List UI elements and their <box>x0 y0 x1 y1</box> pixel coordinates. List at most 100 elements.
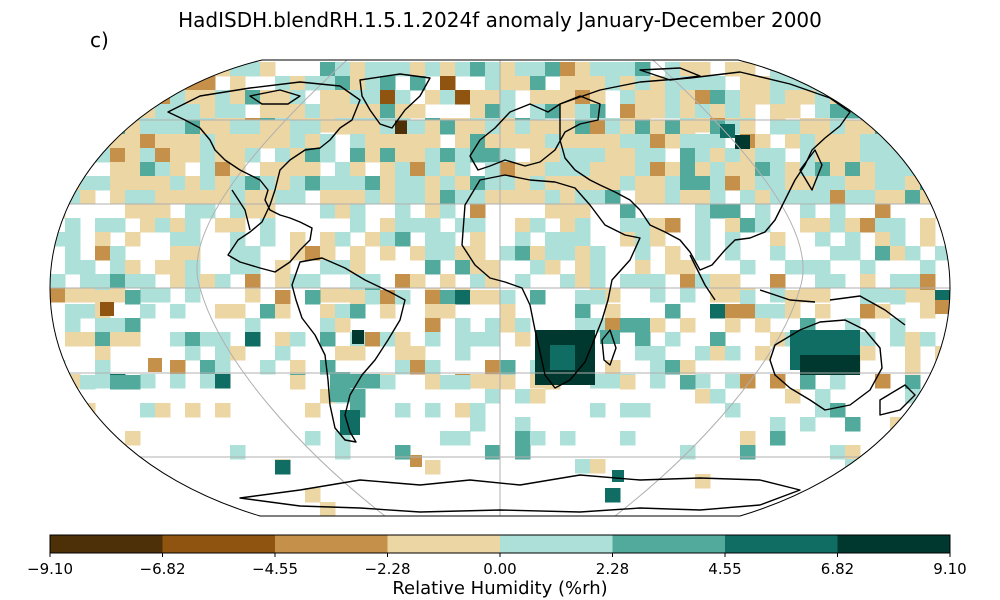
anomaly-cell <box>305 274 321 289</box>
anomaly-cell <box>200 190 216 205</box>
anomaly-cell <box>200 62 216 77</box>
anomaly-cell <box>770 232 786 247</box>
anomaly-cell <box>635 190 651 205</box>
anomaly-cell <box>875 76 891 91</box>
anomaly-cell <box>110 104 126 119</box>
anomaly-cell <box>890 290 906 305</box>
anomaly-cell <box>485 148 501 163</box>
anomaly-cell <box>260 304 276 319</box>
anomaly-cell <box>320 502 336 516</box>
anomaly-cell <box>725 274 741 289</box>
anomaly-cell <box>530 162 546 177</box>
anomaly-cell <box>590 120 606 135</box>
colorbar-tick-label: −6.82 <box>140 560 186 578</box>
anomaly-cell <box>695 176 711 191</box>
anomaly-cell <box>620 274 636 289</box>
anomaly-cell <box>800 417 816 432</box>
anomaly-cell <box>365 62 381 77</box>
anomaly-cell <box>785 120 801 135</box>
anomaly-cell <box>125 176 141 191</box>
anomaly-cell <box>50 134 66 149</box>
anomaly-cell <box>80 62 96 77</box>
anomaly-cell <box>455 431 471 446</box>
anomaly-cell <box>470 374 486 389</box>
anomaly-cell <box>290 120 306 135</box>
anomaly-cell <box>830 176 846 191</box>
anomaly-cell <box>50 190 66 205</box>
anomaly-cell <box>440 76 456 91</box>
anomaly-cell <box>230 260 246 275</box>
anomaly-cell <box>485 260 501 275</box>
anomaly-cell <box>650 232 666 247</box>
anomaly-cell <box>665 120 681 135</box>
anomaly-cell <box>305 134 321 149</box>
anomaly-cell <box>635 260 651 275</box>
anomaly-cell <box>140 120 156 135</box>
anomaly-cell <box>455 346 471 361</box>
anomaly-cell <box>110 134 126 149</box>
anomaly-cell <box>380 134 396 149</box>
anomaly-cell <box>680 274 696 289</box>
anomaly-cell <box>425 403 441 418</box>
anomaly-cell <box>620 62 636 77</box>
anomaly-cell <box>215 176 231 191</box>
anomaly-cell <box>110 176 126 191</box>
anomaly-cell <box>275 76 291 91</box>
anomaly-cell <box>260 218 276 233</box>
anomaly-cell <box>860 218 876 233</box>
anomaly-cell <box>665 90 681 105</box>
anomaly-cell <box>560 218 576 233</box>
anomaly-cell <box>755 218 771 233</box>
anomaly-cell <box>620 104 636 119</box>
anomaly-cell <box>410 134 426 149</box>
anomaly-cell <box>200 134 216 149</box>
anomaly-cell <box>605 162 621 177</box>
anomaly-cell <box>350 162 366 177</box>
anomaly-cell <box>530 76 546 91</box>
anomaly-cell <box>515 389 531 404</box>
anomaly-cell <box>905 134 921 149</box>
anomaly-cell <box>125 162 141 177</box>
anomaly-cell <box>710 204 726 219</box>
anomaly-cell <box>410 360 426 375</box>
anomaly-cell <box>665 360 681 375</box>
anomaly-cell <box>735 135 750 149</box>
anomaly-cell <box>185 218 201 233</box>
anomaly-cell <box>425 62 441 77</box>
anomaly-cell <box>260 232 276 247</box>
anomaly-cell <box>845 134 861 149</box>
anomaly-cell <box>905 62 921 77</box>
anomaly-cell <box>575 134 591 149</box>
anomaly-cell <box>830 218 846 233</box>
anomaly-cell <box>148 358 162 372</box>
anomaly-cell <box>455 246 471 261</box>
anomaly-cell <box>515 246 531 261</box>
anomaly-cell <box>275 304 291 319</box>
anomaly-cell <box>695 104 711 119</box>
anomaly-cell <box>860 260 876 275</box>
anomaly-cell <box>680 90 696 105</box>
anomaly-cell <box>185 176 201 191</box>
anomaly-cell <box>470 90 486 105</box>
anomaly-cell <box>320 148 336 163</box>
anomaly-cell <box>575 176 591 191</box>
colorbar-swatch <box>500 535 613 553</box>
anomaly-cell <box>905 346 921 361</box>
anomaly-cell <box>155 403 171 418</box>
anomaly-cell <box>50 104 66 119</box>
anomaly-cell <box>935 190 950 205</box>
anomaly-cell <box>245 190 261 205</box>
anomaly-cell <box>800 190 816 205</box>
anomaly-cell <box>260 120 276 135</box>
anomaly-cell <box>50 148 66 163</box>
anomaly-cell <box>695 162 711 177</box>
anomaly-cell <box>455 176 471 191</box>
anomaly-cell <box>455 332 471 347</box>
anomaly-cell <box>80 403 96 418</box>
anomaly-cell <box>125 62 141 77</box>
anomaly-cell <box>800 120 816 135</box>
anomaly-cell <box>245 62 261 77</box>
anomaly-cell <box>860 332 876 347</box>
anomaly-cell <box>380 162 396 177</box>
anomaly-cell <box>455 260 471 275</box>
